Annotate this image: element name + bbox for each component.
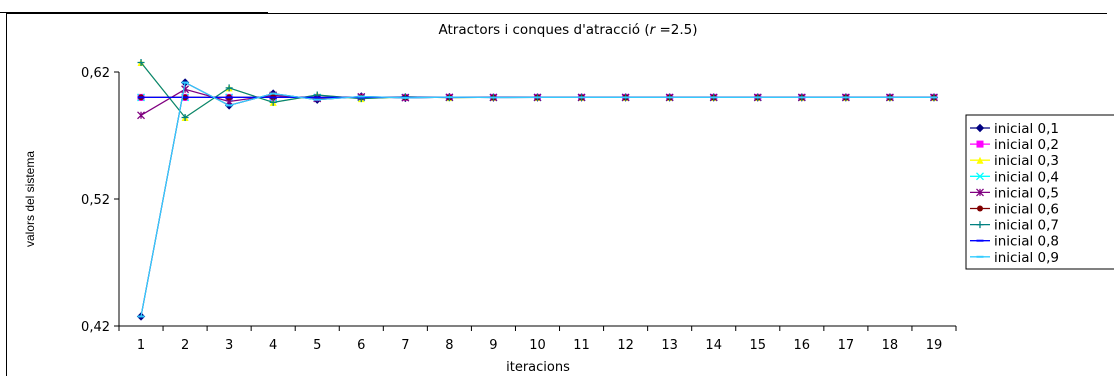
x-axis-label: iteracions <box>506 360 570 375</box>
y-axis-ticks: 0,62 0,52 0,42 <box>81 66 119 335</box>
y-tick-label: 0,42 <box>81 320 110 335</box>
series-1 <box>136 78 939 321</box>
legend-label: inicial 0,6 <box>994 202 1059 218</box>
x-tick-label: 6 <box>357 338 365 353</box>
legend-entry: inicial 0,3 <box>970 153 1059 169</box>
legend-label: inicial 0,2 <box>994 137 1059 153</box>
top-border-line <box>0 12 268 13</box>
legend-entry: inicial 0,1 <box>970 121 1059 137</box>
x-tick-label: 15 <box>749 338 766 353</box>
x-tick-label: 19 <box>926 338 943 353</box>
series-9 <box>137 81 938 318</box>
series-3 <box>137 58 938 121</box>
legend-entry: inicial 0,6 <box>970 202 1059 218</box>
y-axis-label: valors del sistema <box>23 151 37 247</box>
legend-entry: inicial 0,9 <box>970 250 1059 266</box>
x-tick-label: 12 <box>617 338 634 353</box>
legend-label: inicial 0,9 <box>994 250 1059 266</box>
x-axis-ticks: 1 2 3 4 5 6 7 8 9 10 11 12 13 14 15 16 17 18 19 <box>118 326 957 353</box>
legend-marker <box>977 205 983 212</box>
x-tick-label: 10 <box>529 338 546 353</box>
data-point <box>137 111 145 120</box>
legend-entry: inicial 0,7 <box>970 218 1059 234</box>
series-line <box>140 81 934 317</box>
y-tick-label: 0,52 <box>81 193 110 208</box>
x-tick-label: 7 <box>401 338 409 353</box>
x-tick-label: 11 <box>573 338 590 353</box>
series-line <box>140 62 934 119</box>
x-tick-label: 18 <box>882 338 899 353</box>
data-point <box>269 98 277 106</box>
legend-marker <box>976 156 984 164</box>
x-tick-label: 13 <box>661 338 678 353</box>
x-tick-label: 4 <box>269 338 277 353</box>
legend-label: inicial 0,7 <box>994 218 1059 234</box>
legend-marker <box>976 140 984 148</box>
legend-entry: inicial 0,5 <box>970 185 1059 201</box>
data-point <box>225 84 233 92</box>
series-7 <box>137 58 938 121</box>
x-tick-label: 16 <box>794 338 811 353</box>
legend-label: inicial 0,1 <box>994 121 1059 137</box>
legend-entry: inicial 0,4 <box>970 169 1059 185</box>
x-tick-label: 9 <box>489 338 497 353</box>
x-tick-label: 14 <box>705 338 722 353</box>
legend-label: inicial 0,3 <box>994 153 1059 169</box>
x-tick-label: 1 <box>137 338 145 353</box>
x-tick-label: 2 <box>181 338 189 353</box>
series-layer <box>136 58 939 321</box>
legend-entry: inicial 0,2 <box>970 137 1059 153</box>
data-point <box>181 113 189 121</box>
legend-label: inicial 0,4 <box>994 169 1059 185</box>
legend-marker <box>975 123 985 133</box>
data-point <box>137 58 145 66</box>
legend-entry: inicial 0,8 <box>970 234 1059 250</box>
legend-label: inicial 0,5 <box>994 185 1059 201</box>
x-tick-label: 5 <box>313 338 321 353</box>
legend-label: inicial 0,8 <box>994 234 1059 250</box>
legend-marker <box>976 172 984 181</box>
x-tick-label: 3 <box>225 338 233 353</box>
chart-frame <box>6 13 1107 376</box>
x-tick-label: 17 <box>838 338 855 353</box>
series-line <box>140 62 934 119</box>
legend-box <box>965 114 1114 270</box>
legend-marker <box>976 221 984 229</box>
series-5 <box>137 85 938 120</box>
legend-marker <box>976 188 984 197</box>
series-line <box>140 81 934 317</box>
chart-title: Atractors i conques d'atracció (r =2.5) <box>439 22 698 38</box>
data-point <box>181 85 190 94</box>
x-tick-label: 8 <box>445 338 453 353</box>
y-tick-label: 0,62 <box>81 66 110 81</box>
